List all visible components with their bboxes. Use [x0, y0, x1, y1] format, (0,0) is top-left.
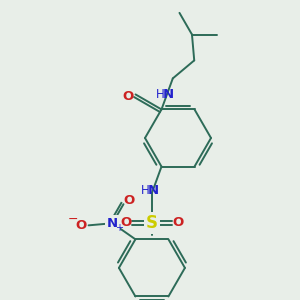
Text: O: O: [120, 216, 131, 230]
Text: O: O: [172, 216, 184, 230]
Text: O: O: [75, 219, 86, 232]
Text: N: N: [107, 217, 118, 230]
Text: S: S: [146, 214, 158, 232]
Text: O: O: [122, 90, 133, 103]
Text: O: O: [124, 194, 135, 207]
Text: H: H: [140, 184, 149, 197]
Text: H: H: [156, 88, 165, 101]
Text: N: N: [147, 184, 158, 197]
Text: +: +: [116, 223, 124, 233]
Text: −: −: [67, 213, 78, 226]
Text: N: N: [163, 88, 174, 101]
